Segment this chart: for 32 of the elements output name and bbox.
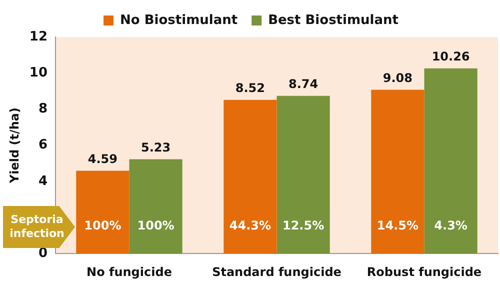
data-label: 8.52 [235,80,265,95]
x-tick-label: Robust fungicide [366,264,482,279]
y-axis-title: Yield (t/ha) [7,108,22,184]
bar [371,90,424,254]
bar [276,96,330,254]
x-tick-label: Standard fungicide [212,264,342,279]
annotation: 14.5% [376,218,419,233]
data-label: 4.59 [88,152,118,166]
x-tick-label: No fungicide [86,264,172,279]
data-label: 10.26 [432,50,470,64]
y-tick-label: 8 [38,102,48,117]
bar [129,159,182,254]
y-tick-label: 6 [38,138,48,153]
data-label: 8.74 [288,76,318,91]
arrow-label: Septoria infection [3,206,75,248]
annotation: 100% [137,218,174,233]
annotation: Septoria infection [9,213,65,241]
annotation: 100% [84,218,122,233]
data-label: 5.23 [140,140,171,154]
annotation: 4.3% [434,218,468,233]
y-tick-label: 0 [38,246,48,261]
annotation: 44.3% [229,218,272,233]
data-label: 9.08 [382,70,413,85]
y-tick-label: 4 [38,174,48,189]
y-tick-label: 12 [29,29,48,44]
annotation: 12.5% [282,218,324,233]
bar [224,100,277,254]
bar [424,68,478,254]
y-tick-label: 10 [29,65,48,80]
legend-label: Best Biostimulant [268,12,398,28]
bar [76,170,130,254]
legend-label: No Biostimulant [120,12,238,28]
